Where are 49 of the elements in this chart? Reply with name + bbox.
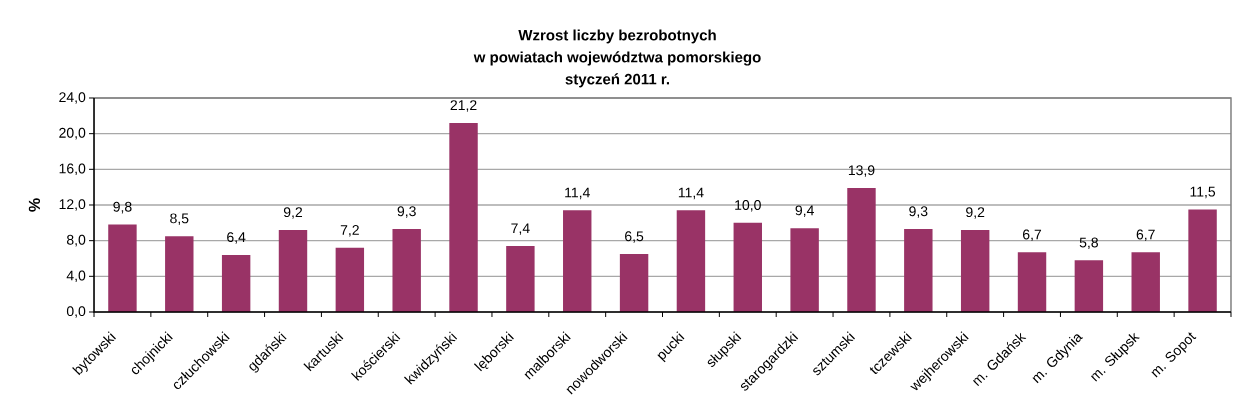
bar [733, 222, 762, 312]
data-label: 6,7 [1023, 229, 1042, 242]
data-label: 6,4 [227, 232, 246, 244]
data-label: 11,4 [565, 187, 590, 200]
data-label: 9,8 [113, 201, 132, 214]
data-label: 5,8 [1079, 237, 1098, 250]
bar [563, 210, 592, 312]
bar [1074, 260, 1104, 312]
bar [676, 210, 706, 312]
bar [506, 246, 535, 312]
bar [278, 229, 308, 312]
bar [165, 236, 194, 312]
bar [619, 254, 649, 312]
data-label: 6,7 [1136, 229, 1155, 242]
y-tick-label: 12,0 [59, 199, 86, 211]
chart-title: Wzrost liczby bezrobotnych w powiatach województwa pomorskiego styczeń 2011 r. [473, 29, 761, 88]
data-label: 9,3 [909, 206, 928, 218]
data-label: 9,4 [795, 205, 814, 217]
data-label: 13,9 [848, 165, 875, 177]
data-label: 11,4 [678, 187, 704, 200]
data-label: 6,5 [625, 231, 644, 243]
bar [221, 254, 251, 312]
data-label: 9,2 [966, 207, 985, 219]
bar [960, 229, 990, 312]
data-label: 7,2 [340, 225, 359, 237]
y-tick-label: 24,0 [59, 92, 86, 104]
bar [790, 228, 819, 312]
y-axis-title: % [28, 198, 41, 212]
bar [904, 229, 933, 312]
y-tick-label: 16,0 [59, 163, 86, 176]
data-label: 7,4 [511, 223, 530, 235]
y-tick-label: 4,0 [66, 270, 86, 283]
bar [449, 122, 478, 312]
data-label: 10,0 [735, 200, 761, 212]
bar [392, 229, 421, 312]
y-tick-label: 0,0 [66, 306, 86, 318]
bar [1188, 209, 1217, 312]
data-label: 9,3 [397, 206, 416, 218]
data-label: 8,5 [170, 213, 189, 225]
bar [335, 247, 365, 312]
bar [1131, 252, 1160, 312]
data-label: 11,5 [1190, 186, 1216, 199]
data-label: 21,2 [450, 100, 477, 112]
y-tick-label: 8,0 [66, 234, 86, 247]
y-tick-label: 20,0 [59, 127, 86, 140]
bar [847, 188, 876, 312]
bar [108, 224, 137, 312]
bar [1017, 252, 1047, 312]
data-label: 9,2 [283, 207, 303, 219]
